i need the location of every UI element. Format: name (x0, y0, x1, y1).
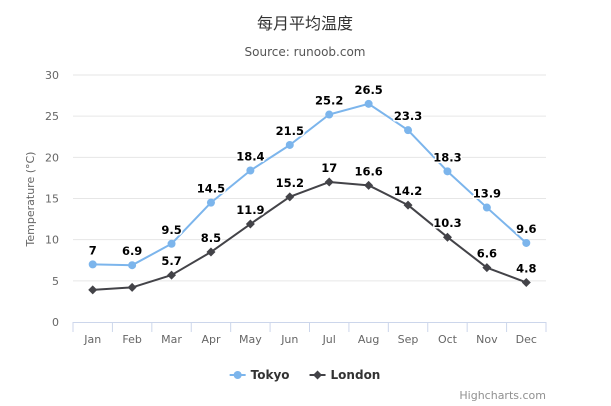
legend-item-tokyo[interactable]: Tokyo (229, 368, 290, 382)
x-tick-label: Sep (398, 333, 419, 346)
x-tick-label: Jul (322, 333, 336, 346)
y-axis-title: Temperature (°C) (24, 152, 37, 248)
legend-item-london[interactable]: London (309, 368, 381, 382)
data-label-tokyo: 9.6 (516, 222, 536, 236)
data-point-tokyo (167, 239, 176, 248)
data-label-london: 16.6 (354, 164, 382, 178)
x-tick-label: Oct (438, 333, 458, 346)
x-tick-label: Mar (161, 333, 182, 346)
data-point-london (442, 232, 452, 242)
y-tick-label: 30 (45, 69, 59, 82)
data-label-london: 5.7 (161, 254, 181, 268)
x-axis: Jan Feb Mar Apr May Jun Jul Aug Sep Oct Nov Dec (72, 322, 547, 346)
y-axis-ticks: 0 5 10 15 20 25 30 (45, 69, 59, 329)
legend-diamond-icon (313, 370, 323, 380)
data-label-tokyo: 14.5 (197, 182, 225, 196)
x-tick-label: Apr (201, 333, 221, 346)
y-tick-label: 15 (45, 193, 59, 206)
data-label-london: 10.3 (433, 216, 461, 230)
data-label-london: 8.5 (201, 231, 221, 245)
data-point-london (285, 192, 295, 202)
data-label-london: 11.9 (236, 203, 264, 217)
data-label-london: 4.8 (516, 261, 536, 275)
series-line-london (92, 181, 527, 291)
data-label-london: 17 (321, 161, 337, 175)
data-point-london (521, 277, 531, 287)
data-point-london (127, 282, 137, 292)
data-label-tokyo: 9.5 (161, 223, 181, 237)
data-label-tokyo: 25.2 (315, 94, 343, 108)
data-label-tokyo: 21.5 (276, 124, 304, 138)
x-tick-label: Dec (516, 333, 537, 346)
series-line-tokyo (92, 102, 527, 267)
x-tick-label: Jan (83, 333, 101, 346)
data-label-tokyo: 26.5 (354, 83, 382, 97)
data-label-tokyo: 7 (89, 243, 97, 257)
data-point-tokyo (522, 238, 531, 247)
data-point-london (403, 200, 413, 210)
x-tick-label: Jun (280, 333, 298, 346)
chart-subtitle: Source: runoob.com (245, 45, 366, 59)
data-labels: 7 6.9 9.5 14.5 18.4 21.5 25.2 26.5 23.3 18.3 13.9 9… (87, 81, 538, 277)
legend-label: Tokyo (251, 368, 290, 382)
data-point-london (167, 270, 177, 280)
data-point-tokyo (443, 167, 452, 176)
data-point-tokyo (404, 126, 413, 135)
data-point-tokyo (285, 140, 294, 149)
x-tick-label: Aug (358, 333, 379, 346)
legend-circle-icon (233, 371, 242, 379)
chart-title: 每月平均温度 (257, 14, 353, 33)
data-label-london: 14.2 (394, 184, 422, 198)
data-label-tokyo: 18.4 (236, 150, 264, 164)
gridlines (73, 74, 546, 282)
data-point-london (482, 263, 492, 273)
data-point-london (324, 177, 334, 187)
data-label-tokyo: 23.3 (394, 109, 422, 123)
data-point-tokyo (325, 110, 334, 119)
series-group (88, 99, 531, 295)
legend[interactable]: Tokyo London (229, 368, 381, 382)
data-point-london (364, 180, 374, 190)
data-point-london (245, 219, 255, 229)
data-point-tokyo (246, 166, 255, 175)
x-tick-label: Nov (476, 333, 498, 346)
data-point-tokyo (206, 198, 215, 207)
y-tick-label: 0 (52, 316, 59, 329)
data-label-tokyo: 6.9 (122, 244, 142, 258)
x-tick-label: Feb (122, 333, 141, 346)
data-point-tokyo (364, 99, 373, 108)
y-tick-label: 5 (52, 275, 59, 288)
legend-label: London (331, 368, 381, 382)
data-label-london: 15.2 (276, 176, 304, 190)
data-point-london (88, 285, 98, 295)
y-tick-label: 20 (45, 151, 59, 164)
credits-link[interactable]: Highcharts.com (459, 389, 546, 402)
data-point-tokyo (128, 261, 137, 270)
data-point-tokyo (88, 260, 97, 269)
y-tick-label: 25 (45, 110, 59, 123)
data-label-london: 6.6 (477, 247, 497, 261)
data-point-tokyo (482, 203, 491, 212)
y-tick-label: 10 (45, 234, 59, 247)
data-point-london (206, 247, 216, 257)
x-tick-label: May (239, 333, 262, 346)
data-label-tokyo: 13.9 (473, 187, 501, 201)
data-label-tokyo: 18.3 (433, 150, 461, 164)
